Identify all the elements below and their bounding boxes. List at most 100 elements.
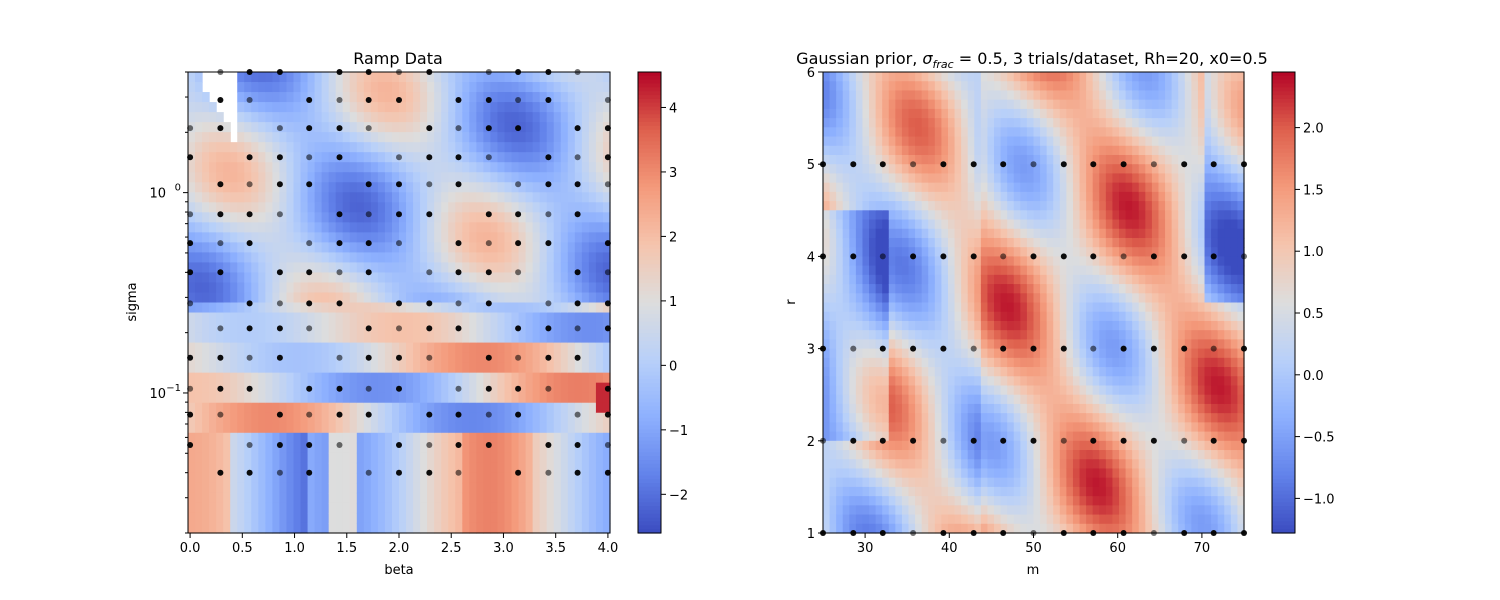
- right-heat-cell: [934, 440, 943, 451]
- left-heat-cell: [595, 262, 604, 274]
- right-heat-cell: [908, 81, 916, 92]
- left-heat-cell: [574, 232, 583, 243]
- left-heat-cell: [328, 312, 337, 324]
- right-heat-cell: [895, 154, 903, 165]
- right-heat-cell: [921, 293, 929, 304]
- left-heat-cell: [237, 362, 245, 374]
- left-heat-cell: [525, 312, 534, 324]
- left-colorbar-step: [638, 152, 661, 158]
- left-heat-cell: [581, 452, 590, 464]
- left-heat-cell: [377, 282, 386, 294]
- left-heat-cell: [553, 122, 562, 133]
- right-heat-cell: [1013, 459, 1021, 470]
- right-heat-cell: [980, 413, 989, 423]
- right-heat-cell: [908, 201, 916, 211]
- left-heat-cell: [377, 492, 386, 504]
- right-heat-cell: [967, 339, 975, 350]
- right-heat-cell: [829, 477, 837, 488]
- right-heat-cell: [823, 118, 831, 128]
- right-heat-cell: [1013, 228, 1021, 239]
- left-heat-cell: [441, 142, 449, 153]
- left-heat-cell: [602, 262, 611, 274]
- left-heat-cell: [223, 172, 231, 183]
- left-heat-cell: [462, 452, 470, 464]
- right-heat-cell: [836, 523, 844, 534]
- left-heat-cell: [314, 92, 323, 103]
- right-heat-cell: [895, 274, 903, 285]
- right-heat-cell: [1007, 284, 1015, 294]
- left-heat-cell: [539, 132, 548, 143]
- left-heat-cell: [511, 372, 520, 384]
- left-heat-cell: [209, 292, 217, 304]
- left-sample-point: [515, 411, 522, 418]
- left-heat-cell: [581, 212, 590, 223]
- left-heat-cell: [553, 132, 562, 143]
- right-heat-cell: [829, 182, 837, 193]
- left-colorbar-step: [638, 194, 661, 200]
- left-x-tick-label: 4.0: [598, 541, 619, 556]
- right-heat-cell: [961, 284, 969, 294]
- left-heat-cell: [490, 242, 499, 253]
- left-heat-cell: [209, 272, 217, 284]
- left-heat-cell: [328, 192, 337, 203]
- left-heat-cell: [441, 172, 449, 183]
- right-heat-cell: [1046, 284, 1054, 294]
- left-heat-cell: [286, 92, 295, 103]
- left-heat-cell: [216, 242, 224, 253]
- right-heat-cell: [882, 210, 890, 221]
- left-heat-cell: [406, 442, 414, 454]
- left-heat-cell: [539, 372, 548, 384]
- left-heat-cell: [448, 432, 456, 444]
- right-heat-cell: [1000, 357, 1008, 368]
- right-heat-cell: [895, 468, 903, 479]
- right-heat-cell: [849, 357, 857, 368]
- left-heat-cell: [490, 122, 499, 133]
- left-heat-cell: [265, 92, 273, 103]
- left-heat-cell: [188, 242, 196, 253]
- right-heat-cell: [1053, 293, 1061, 304]
- left-heat-cell: [321, 502, 330, 514]
- left-heat-cell: [399, 512, 407, 524]
- left-heat-cell: [518, 362, 527, 374]
- left-heat-cell: [384, 402, 393, 414]
- left-heat-cell: [406, 302, 414, 314]
- left-heat-cell: [581, 92, 590, 103]
- right-heat-cell: [1000, 376, 1008, 387]
- right-heat-cell: [1026, 284, 1035, 294]
- right-heat-cell: [1007, 311, 1015, 322]
- left-heat-cell: [567, 402, 576, 414]
- left-heat-cell: [560, 232, 569, 243]
- left-heat-cell: [504, 192, 513, 203]
- right-heat-cell: [1013, 191, 1021, 202]
- right-heat-cell: [1040, 496, 1048, 506]
- right-heat-cell: [980, 348, 989, 359]
- left-heat-cell: [581, 72, 590, 83]
- right-heat-cell: [974, 348, 982, 359]
- right-heat-cell: [875, 72, 883, 82]
- right-heat-cell: [1026, 191, 1035, 202]
- left-heat-cell: [476, 222, 484, 233]
- right-heat-cell: [875, 293, 883, 304]
- left-heat-cell: [511, 482, 520, 494]
- left-heat-cell: [581, 182, 590, 193]
- left-heat-cell: [434, 452, 442, 464]
- right-heat-cell: [908, 486, 916, 497]
- right-heat-cell: [829, 81, 837, 92]
- left-colorbar-step: [638, 352, 661, 357]
- left-heat-cell: [553, 462, 562, 474]
- left-heat-cell: [483, 172, 492, 183]
- right-heat-cell: [875, 118, 883, 128]
- left-heat-cell: [497, 472, 506, 484]
- left-heat-cell: [286, 82, 295, 93]
- right-heat-cell: [915, 468, 923, 479]
- left-heat-cell: [363, 442, 372, 454]
- right-heat-cell: [875, 450, 883, 460]
- right-heat-cell: [901, 302, 910, 313]
- left-heat-cell: [455, 282, 463, 294]
- right-heat-cell: [829, 394, 837, 405]
- left-heat-cell: [321, 262, 330, 274]
- right-heat-cell: [915, 459, 923, 470]
- left-heat-cell: [300, 82, 309, 93]
- left-heat-cell: [300, 192, 309, 203]
